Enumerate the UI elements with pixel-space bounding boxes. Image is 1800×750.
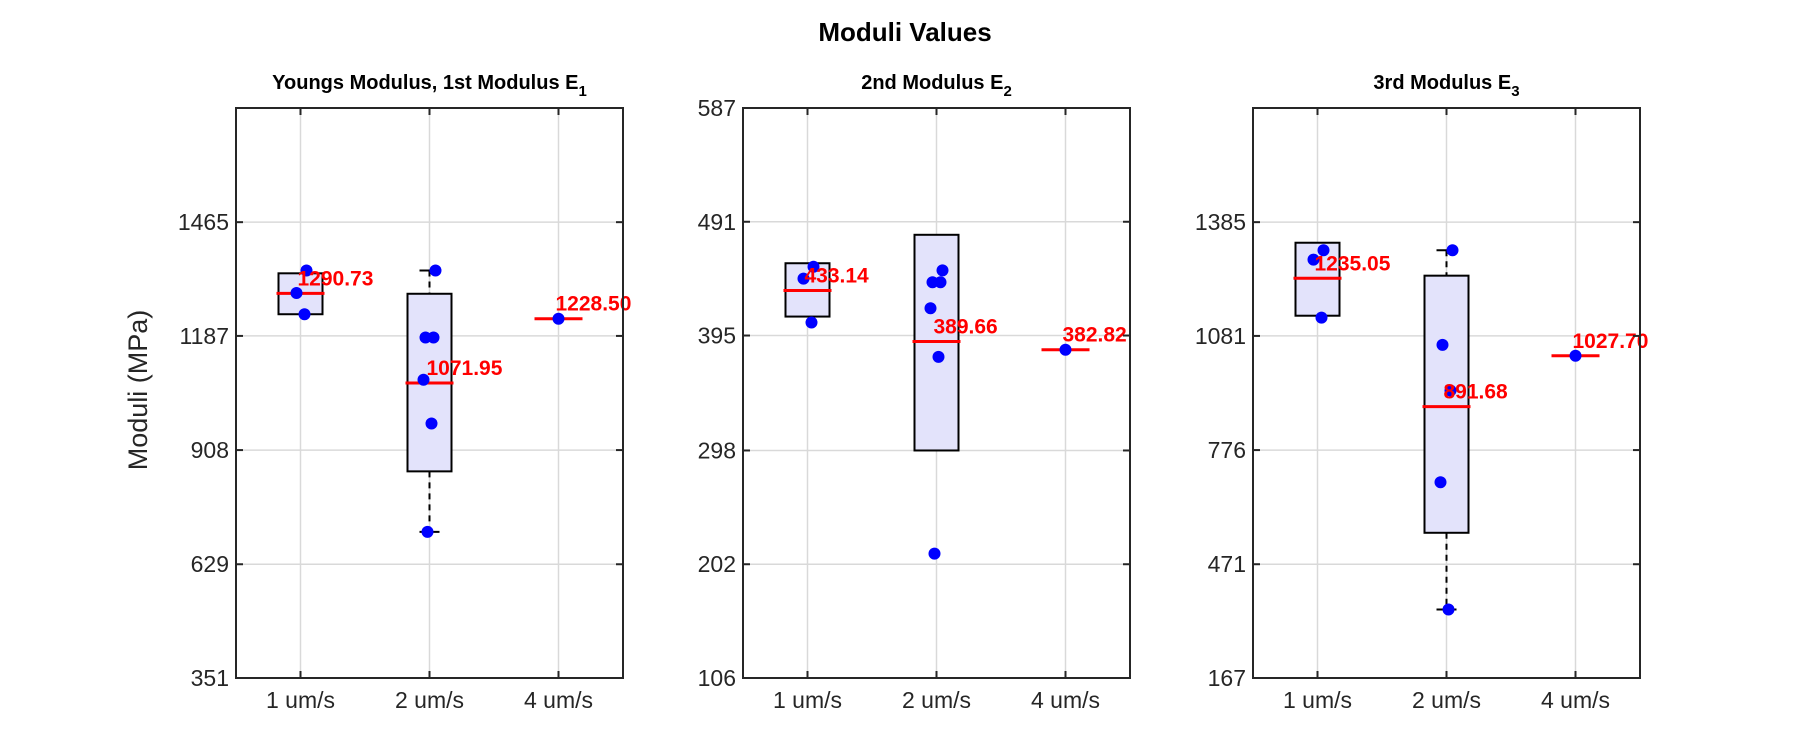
figure-title: Moduli Values: [818, 17, 991, 47]
x-tick-label: 4 um/s: [1541, 687, 1610, 713]
data-point: [429, 264, 442, 277]
box-3: 1027.70: [1551, 330, 1649, 362]
y-tick-label: 1385: [1195, 209, 1246, 235]
box-2: 1071.95: [405, 264, 503, 538]
data-point: [425, 417, 438, 430]
box-2: 891.68: [1422, 244, 1509, 616]
y-tick-label: 629: [191, 551, 229, 577]
y-tick-label: 471: [1208, 551, 1246, 577]
box-2: 389.66: [912, 233, 998, 560]
panel-title-text: 2nd Modulus E: [861, 72, 1003, 94]
y-axis-label: Moduli (MPa): [123, 310, 153, 471]
panel-title-text: Youngs Modulus, 1st Modulus E: [272, 72, 578, 94]
panel-2: 2nd Modulus E2 433.14 389.66 382.82 106 202 29…: [698, 72, 1131, 713]
y-tick-label: 587: [698, 95, 736, 121]
y-tick-label: 1465: [178, 209, 229, 235]
median-label: 1027.70: [1573, 330, 1649, 353]
panel-title: Youngs Modulus, 1st Modulus E1: [272, 72, 587, 100]
median-label: 1071.95: [427, 357, 503, 380]
data-point: [1442, 603, 1455, 616]
y-tick-label: 167: [1208, 665, 1246, 691]
median-label: 891.68: [1444, 381, 1509, 404]
box-1: 1235.05: [1293, 241, 1391, 324]
y-tick-label: 395: [698, 323, 736, 349]
x-tick-label: 1 um/s: [266, 687, 335, 713]
data-point: [928, 547, 941, 560]
data-point: [1569, 349, 1582, 362]
x-tick-label: 4 um/s: [1031, 687, 1100, 713]
panel-title: 3rd Modulus E3: [1373, 72, 1519, 100]
data-point: [290, 286, 303, 299]
data-point: [797, 272, 810, 285]
data-point: [421, 525, 434, 538]
x-tick-label: 2 um/s: [1412, 687, 1481, 713]
y-tick-label: 351: [191, 665, 229, 691]
y-tick-label: 1187: [180, 323, 229, 349]
box-3: 1228.50: [534, 293, 632, 325]
median-label: 433.14: [805, 264, 870, 287]
panel-title-subscript: 3: [1511, 83, 1519, 100]
y-tick-label: 776: [1208, 437, 1246, 463]
x-tick-label: 1 um/s: [1283, 687, 1352, 713]
y-tick-label: 106: [698, 665, 736, 691]
panel-1: Youngs Modulus, 1st Modulus E1 1290.73 107…: [178, 72, 632, 713]
data-point: [936, 264, 949, 277]
data-point: [552, 312, 565, 325]
y-tick-label: 202: [698, 551, 736, 577]
data-point: [300, 264, 313, 277]
median-label: 1235.05: [1315, 252, 1391, 275]
data-point: [298, 308, 311, 321]
panel-title-text: 3rd Modulus E: [1373, 72, 1511, 94]
data-point: [1436, 338, 1449, 351]
y-tick-label: 1081: [1195, 323, 1246, 349]
panel-title: 2nd Modulus E2: [861, 72, 1012, 100]
iqr-box: [1423, 274, 1470, 534]
chart-panels: Youngs Modulus, 1st Modulus E1 1290.73 107…: [178, 72, 1649, 713]
data-point: [934, 276, 947, 289]
data-point: [1444, 384, 1457, 397]
box-1: 1290.73: [276, 264, 374, 321]
data-point: [417, 373, 430, 386]
box-3: 382.82: [1041, 324, 1127, 356]
panel-title-subscript: 2: [1003, 83, 1011, 100]
x-tick-label: 4 um/s: [524, 687, 593, 713]
median-label: 382.82: [1063, 324, 1127, 347]
data-point: [1059, 343, 1072, 356]
y-tick-label: 491: [698, 209, 736, 235]
data-point: [1446, 244, 1459, 257]
data-point: [807, 260, 820, 273]
median-label: 1290.73: [298, 267, 374, 290]
data-point: [1315, 311, 1328, 324]
y-tick-label: 298: [698, 437, 736, 463]
panel-title-subscript: 1: [578, 83, 586, 100]
median-label: 389.66: [934, 315, 998, 338]
data-point: [932, 350, 945, 363]
data-point: [1317, 244, 1330, 257]
data-point: [805, 316, 818, 329]
x-tick-label: 2 um/s: [395, 687, 464, 713]
y-tick-label: 908: [191, 437, 229, 463]
x-tick-label: 2 um/s: [902, 687, 971, 713]
data-point: [1434, 476, 1447, 489]
box-1: 433.14: [783, 260, 870, 329]
x-tick-label: 1 um/s: [773, 687, 842, 713]
median-label: 1228.50: [556, 293, 632, 316]
data-point: [924, 302, 937, 315]
data-point: [427, 331, 440, 344]
panel-3: 3rd Modulus E3 1235.05 891.68 1027.70 167 471…: [1195, 72, 1649, 713]
data-point: [1307, 253, 1320, 266]
